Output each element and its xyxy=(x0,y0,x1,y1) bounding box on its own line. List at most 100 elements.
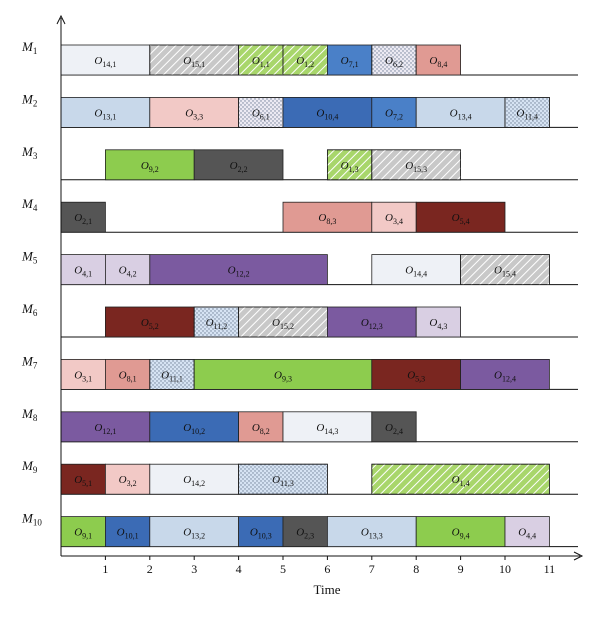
operation-label: O4,2 xyxy=(119,265,137,279)
operation-label: O9,4 xyxy=(452,527,470,541)
machine-row-m5: M5 O4,1 O4,2 O12,2 O14,4 O15,4 xyxy=(21,249,578,286)
operation-rect xyxy=(105,516,151,547)
operation-rect xyxy=(60,463,106,495)
operation-bar-o5-2: O5,2 xyxy=(105,306,195,338)
operation-hatch xyxy=(460,254,550,286)
operation-label: O12,3 xyxy=(361,317,383,331)
machine-row-m3: M3 O9,2 O2,2 O1,3 O15,3 xyxy=(21,144,578,181)
operation-bar-o15-4: O15,4 xyxy=(460,254,550,286)
operation-bar-o14-3: O14,3 xyxy=(282,411,373,443)
operation-label: O13,1 xyxy=(94,107,116,121)
operation-label: O14,2 xyxy=(183,474,205,488)
machine-row-m4: M4 O2,1 O8,3 O3,4 O5,4 xyxy=(21,196,578,233)
x-tick-label: 1 xyxy=(102,562,108,576)
operation-bar-o15-1: O15,1 xyxy=(149,44,240,76)
operation-bar-o10-2: O10,2 xyxy=(149,411,240,443)
operation-bar-o14-1: O14,1 xyxy=(60,44,151,76)
operation-bar-o8-3: O8,3 xyxy=(282,201,373,233)
operation-rect xyxy=(415,201,506,233)
x-tick-label: 4 xyxy=(236,562,242,576)
operation-dots xyxy=(238,463,328,495)
operation-dots xyxy=(193,306,239,338)
operation-label: O14,1 xyxy=(94,55,116,69)
operation-label: O15,2 xyxy=(272,317,294,331)
operation-label: O13,3 xyxy=(361,527,383,541)
operation-rect xyxy=(282,516,328,547)
operation-dots xyxy=(504,97,550,128)
operation-hatch xyxy=(371,463,550,495)
operation-rect xyxy=(504,516,550,547)
machine-label: M9 xyxy=(21,458,38,475)
operation-rect xyxy=(105,358,151,390)
x-tick-label: 2 xyxy=(147,562,153,576)
x-axis-arrow xyxy=(573,551,584,561)
x-tick-label: 3 xyxy=(191,562,197,576)
operation-bar-o3-1: O3,1 xyxy=(60,358,106,390)
operation-label: O10,4 xyxy=(316,107,338,121)
y-axis-arrow xyxy=(56,14,66,25)
operation-bar-o9-2: O9,2 xyxy=(105,149,195,181)
operation-rect xyxy=(371,254,461,286)
operation-rect xyxy=(105,463,151,495)
operation-bar-o12-2: O12,2 xyxy=(149,254,328,286)
operation-bar-o7-1: O7,1 xyxy=(326,44,373,76)
operation-label: O9,1 xyxy=(74,527,92,541)
operation-rect xyxy=(149,516,240,547)
operation-bar-o4-3: O4,3 xyxy=(415,306,462,338)
operation-rect xyxy=(415,306,462,338)
operation-bar-o6-2: O6,2 xyxy=(371,44,417,76)
x-tick-label: 6 xyxy=(324,562,330,576)
operation-bar-o15-3: O15,3 xyxy=(371,149,461,181)
operation-rect xyxy=(60,358,106,390)
operation-bar-o2-4: O2,4 xyxy=(371,411,417,443)
operation-rect xyxy=(238,516,284,547)
operation-label: O11,2 xyxy=(206,317,228,331)
operation-bar-o15-2: O15,2 xyxy=(238,306,328,338)
operation-bar-o11-1: O11,1 xyxy=(149,358,195,390)
operation-label: O11,3 xyxy=(272,474,294,488)
operation-bar-o5-1: O5,1 xyxy=(60,463,106,495)
operation-label: O5,1 xyxy=(74,474,92,488)
operation-bar-o9-3: O9,3 xyxy=(193,358,373,390)
operation-label: O3,1 xyxy=(74,369,92,383)
operation-bar-o2-2: O2,2 xyxy=(193,149,284,181)
operation-label: O11,1 xyxy=(161,369,183,383)
operation-bar-o2-3: O2,3 xyxy=(282,516,328,547)
operation-rect xyxy=(415,97,506,128)
operation-bar-o8-1: O8,1 xyxy=(105,358,151,390)
operation-hatch xyxy=(371,149,461,181)
machine-row-m10: M10 O9,1 O10,1 O13,2 O10,3 O2,3 O13,3 O9,4 O4,4 xyxy=(21,511,578,548)
operation-label: O3,3 xyxy=(185,107,203,121)
operation-label: O9,2 xyxy=(141,160,159,174)
operation-dots xyxy=(238,97,284,128)
operation-label: O4,3 xyxy=(429,317,447,331)
operation-bar-o7-2: O7,2 xyxy=(371,97,417,128)
operation-label: O9,3 xyxy=(274,369,292,383)
operation-bar-o4-1: O4,1 xyxy=(60,254,106,286)
operation-rect xyxy=(149,254,328,286)
operation-label: O4,1 xyxy=(74,265,92,279)
operation-rect xyxy=(282,97,373,128)
operation-label: O2,3 xyxy=(296,527,314,541)
operation-label: O3,4 xyxy=(385,212,403,226)
operation-label: O12,2 xyxy=(228,265,250,279)
x-tick-label: 8 xyxy=(413,562,419,576)
operation-label: O5,4 xyxy=(452,212,470,226)
operation-label: O12,4 xyxy=(494,369,516,383)
operation-bar-o13-1: O13,1 xyxy=(60,97,151,128)
operation-rect xyxy=(326,44,373,76)
operation-bar-o3-2: O3,2 xyxy=(105,463,151,495)
machine-label: M3 xyxy=(21,144,38,161)
machine-row-m6: M6 O5,2 O11,2 O15,2 O12,3 O4,3 xyxy=(21,301,578,338)
operation-label: O1,2 xyxy=(296,55,314,69)
machine-label: M6 xyxy=(21,301,38,318)
operation-bar-o5-3: O5,3 xyxy=(371,358,461,390)
operation-label: O15,1 xyxy=(183,55,205,69)
operation-bar-o8-2: O8,2 xyxy=(238,411,284,443)
operation-label: O8,3 xyxy=(318,212,336,226)
operation-label: O13,4 xyxy=(450,107,472,121)
operation-label: O5,3 xyxy=(407,369,425,383)
operation-rect xyxy=(60,201,106,233)
operation-bar-o1-3: O1,3 xyxy=(326,149,373,181)
operation-label: O2,2 xyxy=(230,160,248,174)
